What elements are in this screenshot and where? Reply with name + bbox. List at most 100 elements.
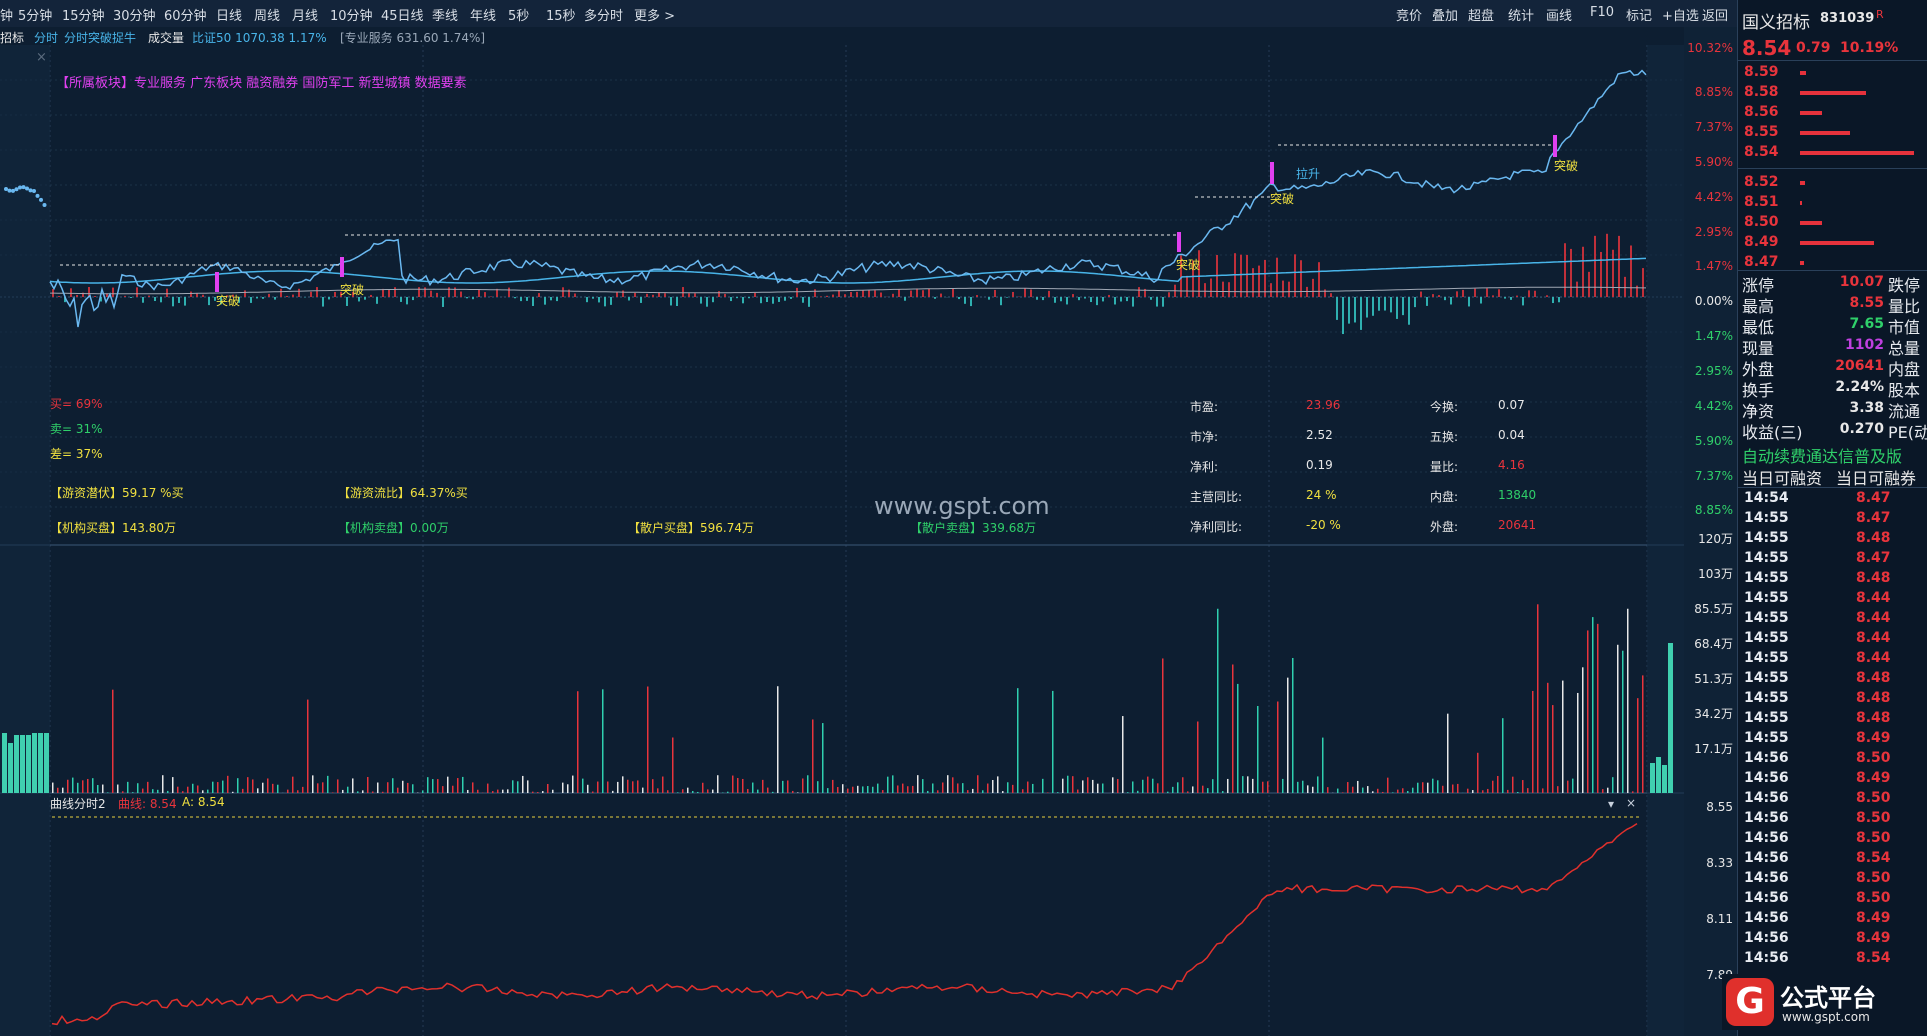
quote-label: 外盘 [1742, 360, 1775, 379]
period-tab[interactable]: 钟 [0, 9, 14, 24]
period-tab[interactable]: 60分钟 [164, 9, 207, 24]
ask-price[interactable]: 8.59 [1744, 64, 1779, 80]
pre-market-dot [7, 188, 12, 193]
period-tab[interactable]: 更多 > [634, 9, 676, 24]
ask-price[interactable]: 8.58 [1744, 84, 1779, 100]
macd-bar [88, 287, 90, 297]
period-tab[interactable]: 月线 [292, 9, 319, 24]
volume-bar [82, 780, 84, 793]
ask-price[interactable]: 8.54 [1744, 144, 1779, 160]
toolbar-action[interactable]: F10 [1590, 5, 1615, 20]
volume-bar [367, 776, 369, 793]
tick-price: 8.54 [1856, 950, 1891, 966]
volume-bar [1102, 783, 1104, 793]
macd-bar [1366, 297, 1368, 318]
toolbar-action[interactable]: 叠加 [1432, 9, 1459, 24]
chart-area[interactable] [0, 27, 1737, 1036]
tick-row[interactable]: 14:56 8.49 [1738, 930, 1927, 950]
tick-row[interactable]: 14:56 8.54 [1738, 850, 1927, 870]
signal-sell: 卖= 31% [50, 422, 103, 436]
bid-price[interactable]: 8.51 [1744, 194, 1779, 210]
tick-row[interactable]: 14:55 8.44 [1738, 610, 1927, 630]
tick-row[interactable]: 14:56 8.50 [1738, 870, 1927, 890]
macd-bar [1084, 297, 1086, 299]
volume-bar [857, 785, 859, 793]
period-tab[interactable]: 年线 [470, 9, 497, 24]
tick-list[interactable]: 14:54 8.47 14:55 8.47 14:55 8.48 14:55 8.47 14:5… [1738, 490, 1927, 980]
panel-dropdown-icon[interactable]: ▾ [1608, 797, 1615, 811]
tick-row[interactable]: 14:55 8.48 [1738, 570, 1927, 590]
pre-market-dot [39, 197, 43, 202]
period-tab[interactable]: 多分时 [584, 9, 624, 24]
ask-price[interactable]: 8.56 [1744, 104, 1779, 120]
tick-row[interactable]: 14:55 8.49 [1738, 730, 1927, 750]
period-tab[interactable]: 5秒 [508, 9, 530, 24]
tick-row[interactable]: 14:54 8.47 [1738, 490, 1927, 510]
tick-row[interactable]: 14:56 8.49 [1738, 910, 1927, 930]
toolbar-action[interactable]: 画线 [1546, 9, 1573, 24]
macd-bar [1408, 297, 1410, 325]
tick-row[interactable]: 14:55 8.44 [1738, 630, 1927, 650]
toolbar-action[interactable]: 标记 [1626, 9, 1653, 24]
bid-price[interactable]: 8.50 [1744, 214, 1779, 230]
volume-bar [802, 778, 804, 793]
tick-row[interactable]: 14:56 8.50 [1738, 790, 1927, 810]
bid-price[interactable]: 8.52 [1744, 174, 1779, 190]
promo-link[interactable]: 自动续费通达信普及版 [1742, 447, 1903, 466]
volume-bar [582, 778, 584, 793]
stat-value: 24 % [1306, 488, 1337, 502]
toolbar-action[interactable]: 返回 [1702, 9, 1729, 24]
period-tab[interactable]: 15秒 [546, 9, 576, 24]
toolbar-action[interactable]: 统计 [1508, 9, 1535, 24]
tick-row[interactable]: 14:55 8.48 [1738, 530, 1927, 550]
volume-bar [1147, 776, 1149, 793]
period-tab[interactable]: 5分钟 [18, 9, 53, 24]
tick-row[interactable]: 14:56 8.50 [1738, 750, 1927, 770]
tick-time: 14:55 [1744, 670, 1789, 686]
volume-bar [232, 791, 234, 793]
volume-bar [172, 777, 174, 793]
tick-row[interactable]: 14:55 8.47 [1738, 510, 1927, 530]
volume-bar [1668, 643, 1673, 793]
tick-row[interactable]: 14:56 8.49 [1738, 770, 1927, 790]
quote-label: 净资 [1742, 402, 1775, 421]
macd-bar [1438, 295, 1440, 297]
bid-price[interactable]: 8.47 [1744, 254, 1779, 270]
tab-intraday[interactable]: 分时 [34, 31, 59, 45]
volume-bar [862, 786, 864, 793]
volume-bar [1487, 788, 1489, 793]
tick-row[interactable]: 14:55 8.44 [1738, 650, 1927, 670]
indicator-volume[interactable]: 成交量 [148, 31, 185, 45]
tick-row[interactable]: 14:56 8.50 [1738, 810, 1927, 830]
period-tab[interactable]: 45日线 [381, 9, 424, 24]
tick-time: 14:56 [1744, 870, 1789, 886]
tick-row[interactable]: 14:56 8.50 [1738, 890, 1927, 910]
period-tab[interactable]: 15分钟 [62, 9, 105, 24]
tick-row[interactable]: 14:56 8.50 [1738, 830, 1927, 850]
panel-close-icon[interactable]: × [1626, 796, 1637, 810]
tick-row[interactable]: 14:55 8.44 [1738, 590, 1927, 610]
tick-row[interactable]: 14:55 8.47 [1738, 550, 1927, 570]
macd-bar [352, 291, 354, 297]
macd-bar [754, 292, 756, 297]
toolbar-action[interactable]: 竞价 [1396, 9, 1423, 24]
bid-price[interactable]: 8.49 [1744, 234, 1779, 250]
volume-bar [1650, 763, 1655, 793]
volume-bar [322, 782, 324, 793]
macd-bar [1468, 297, 1470, 307]
tick-row[interactable]: 14:55 8.48 [1738, 690, 1927, 710]
tick-row[interactable]: 14:55 8.48 [1738, 710, 1927, 730]
period-tab[interactable]: 10分钟 [330, 9, 373, 24]
toolbar-action[interactable]: +自选 [1662, 9, 1699, 24]
indicator-breakout[interactable]: 分时突破捉牛 [64, 31, 137, 45]
period-tab[interactable]: 30分钟 [113, 9, 156, 24]
volume-bar [1212, 779, 1214, 793]
ask-price[interactable]: 8.55 [1744, 124, 1779, 140]
tick-row[interactable]: 14:55 8.48 [1738, 670, 1927, 690]
tick-row[interactable]: 14:56 8.54 [1738, 950, 1927, 970]
toolbar-action[interactable]: 超盘 [1468, 9, 1495, 24]
period-tab[interactable]: 周线 [254, 9, 281, 24]
volume-bar [1632, 791, 1634, 793]
period-tab[interactable]: 日线 [216, 9, 243, 24]
period-tab[interactable]: 季线 [432, 9, 459, 24]
